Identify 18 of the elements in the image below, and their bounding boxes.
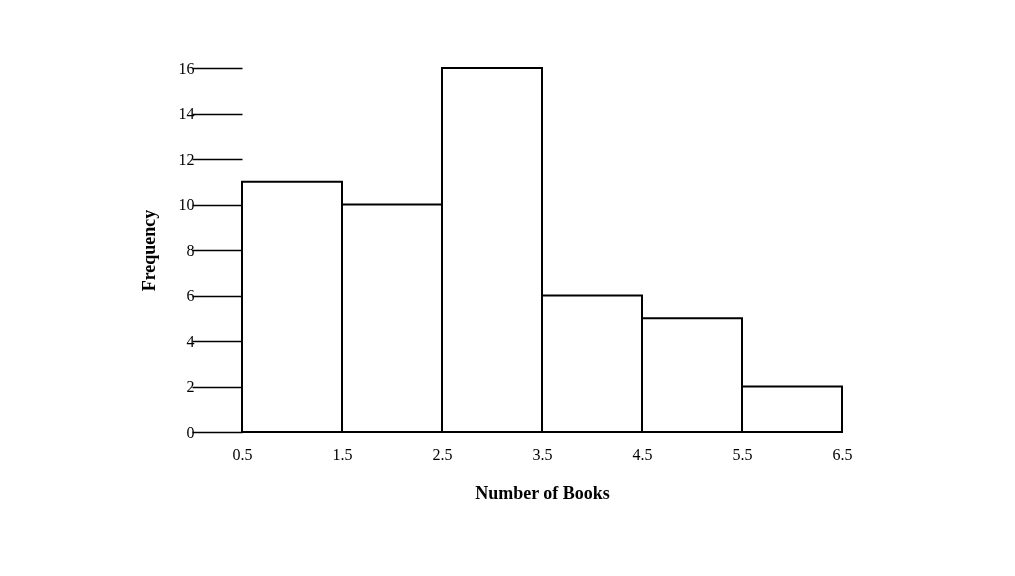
y-tick-label: 2 (186, 378, 195, 395)
y-tick-label: 6 (186, 287, 195, 304)
x-tick-label: 2.5 (432, 445, 453, 463)
x-tick-label: 0.5 (232, 445, 253, 463)
x-tick-label: 5.5 (732, 445, 753, 463)
y-tick-label: 16 (178, 59, 195, 77)
x-tick-label: 6.5 (832, 445, 853, 463)
x-axis-title: Number of Books (475, 482, 610, 503)
y-tick-label: 14 (178, 105, 195, 122)
x-tick-label: 1.5 (332, 445, 353, 463)
y-tick-label: 0 (186, 423, 195, 441)
y-tick-label: 8 (186, 241, 195, 259)
y-axis-title: Frequency (138, 209, 159, 292)
x-tick-label: 4.5 (632, 445, 653, 463)
x-tick-label: 3.5 (532, 445, 553, 463)
y-tick-label: 12 (178, 150, 195, 168)
y-tick-label: 10 (178, 196, 195, 213)
y-tick-label: 4 (186, 332, 195, 350)
